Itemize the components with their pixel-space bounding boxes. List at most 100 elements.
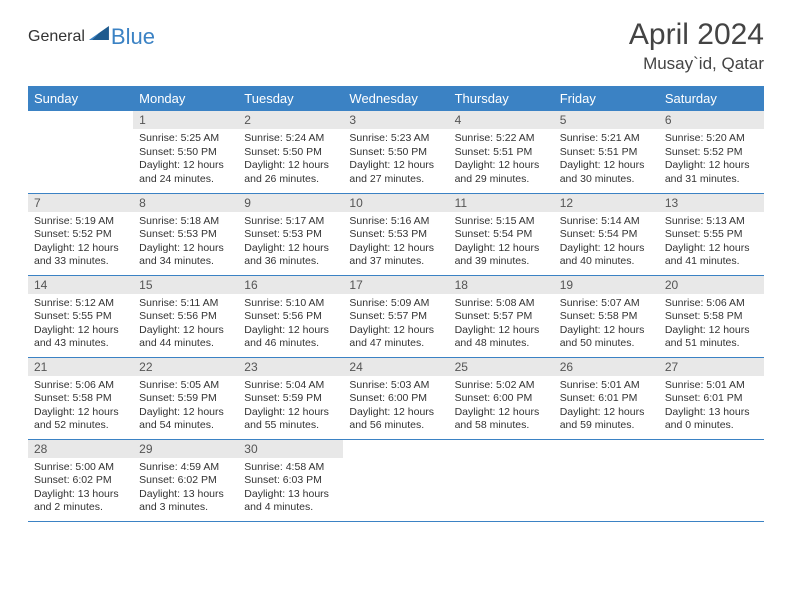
calendar-day-cell: 8Sunrise: 5:18 AMSunset: 5:53 PMDaylight… <box>133 193 238 275</box>
calendar-day-cell: 12Sunrise: 5:14 AMSunset: 5:54 PMDayligh… <box>554 193 659 275</box>
day-number: 8 <box>133 194 238 212</box>
day-data: Sunrise: 5:10 AMSunset: 5:56 PMDaylight:… <box>238 294 343 356</box>
day-data: Sunrise: 5:13 AMSunset: 5:55 PMDaylight:… <box>659 212 764 274</box>
calendar-week-row: 14Sunrise: 5:12 AMSunset: 5:55 PMDayligh… <box>28 275 764 357</box>
calendar-day-cell: 14Sunrise: 5:12 AMSunset: 5:55 PMDayligh… <box>28 275 133 357</box>
day-data: Sunrise: 5:24 AMSunset: 5:50 PMDaylight:… <box>238 129 343 191</box>
calendar-day-cell: 29Sunrise: 4:59 AMSunset: 6:02 PMDayligh… <box>133 439 238 521</box>
calendar-day-cell <box>659 439 764 521</box>
calendar-table: SundayMondayTuesdayWednesdayThursdayFrid… <box>28 86 764 522</box>
day-data: Sunrise: 5:07 AMSunset: 5:58 PMDaylight:… <box>554 294 659 356</box>
calendar-day-cell: 2Sunrise: 5:24 AMSunset: 5:50 PMDaylight… <box>238 111 343 193</box>
day-data: Sunrise: 5:21 AMSunset: 5:51 PMDaylight:… <box>554 129 659 191</box>
day-number: 22 <box>133 358 238 376</box>
day-number: 9 <box>238 194 343 212</box>
day-number: 2 <box>238 111 343 129</box>
day-number: 11 <box>449 194 554 212</box>
calendar-day-cell: 21Sunrise: 5:06 AMSunset: 5:58 PMDayligh… <box>28 357 133 439</box>
logo: General Blue <box>28 24 155 50</box>
calendar-day-cell <box>343 439 448 521</box>
calendar-day-cell <box>449 439 554 521</box>
calendar-day-cell: 1Sunrise: 5:25 AMSunset: 5:50 PMDaylight… <box>133 111 238 193</box>
day-number: 17 <box>343 276 448 294</box>
page-title: April 2024 <box>629 18 764 52</box>
day-number: 30 <box>238 440 343 458</box>
header: General Blue April 2024 Musay`id, Qatar <box>28 18 764 74</box>
calendar-day-cell: 16Sunrise: 5:10 AMSunset: 5:56 PMDayligh… <box>238 275 343 357</box>
calendar-day-cell <box>28 111 133 193</box>
day-data: Sunrise: 5:03 AMSunset: 6:00 PMDaylight:… <box>343 376 448 438</box>
day-data: Sunrise: 5:18 AMSunset: 5:53 PMDaylight:… <box>133 212 238 274</box>
calendar-day-cell: 13Sunrise: 5:13 AMSunset: 5:55 PMDayligh… <box>659 193 764 275</box>
day-number: 21 <box>28 358 133 376</box>
weekday-header: Tuesday <box>238 86 343 111</box>
day-number: 4 <box>449 111 554 129</box>
day-number: 5 <box>554 111 659 129</box>
calendar-day-cell: 26Sunrise: 5:01 AMSunset: 6:01 PMDayligh… <box>554 357 659 439</box>
calendar-day-cell: 18Sunrise: 5:08 AMSunset: 5:57 PMDayligh… <box>449 275 554 357</box>
day-number: 6 <box>659 111 764 129</box>
day-data: Sunrise: 4:58 AMSunset: 6:03 PMDaylight:… <box>238 458 343 520</box>
day-data: Sunrise: 5:14 AMSunset: 5:54 PMDaylight:… <box>554 212 659 274</box>
logo-text-blue: Blue <box>111 24 155 50</box>
day-data: Sunrise: 5:19 AMSunset: 5:52 PMDaylight:… <box>28 212 133 274</box>
day-data: Sunrise: 5:06 AMSunset: 5:58 PMDaylight:… <box>659 294 764 356</box>
day-data: Sunrise: 5:17 AMSunset: 5:53 PMDaylight:… <box>238 212 343 274</box>
calendar-day-cell: 3Sunrise: 5:23 AMSunset: 5:50 PMDaylight… <box>343 111 448 193</box>
calendar-day-cell: 28Sunrise: 5:00 AMSunset: 6:02 PMDayligh… <box>28 439 133 521</box>
day-data: Sunrise: 5:25 AMSunset: 5:50 PMDaylight:… <box>133 129 238 191</box>
weekday-header-row: SundayMondayTuesdayWednesdayThursdayFrid… <box>28 86 764 111</box>
calendar-day-cell: 6Sunrise: 5:20 AMSunset: 5:52 PMDaylight… <box>659 111 764 193</box>
day-data: Sunrise: 5:01 AMSunset: 6:01 PMDaylight:… <box>554 376 659 438</box>
day-number: 24 <box>343 358 448 376</box>
calendar-day-cell: 20Sunrise: 5:06 AMSunset: 5:58 PMDayligh… <box>659 275 764 357</box>
calendar-day-cell: 10Sunrise: 5:16 AMSunset: 5:53 PMDayligh… <box>343 193 448 275</box>
weekday-header: Sunday <box>28 86 133 111</box>
calendar-day-cell <box>554 439 659 521</box>
day-number: 26 <box>554 358 659 376</box>
day-data: Sunrise: 5:08 AMSunset: 5:57 PMDaylight:… <box>449 294 554 356</box>
calendar-week-row: 28Sunrise: 5:00 AMSunset: 6:02 PMDayligh… <box>28 439 764 521</box>
day-number: 15 <box>133 276 238 294</box>
day-data: Sunrise: 5:11 AMSunset: 5:56 PMDaylight:… <box>133 294 238 356</box>
day-data: Sunrise: 5:12 AMSunset: 5:55 PMDaylight:… <box>28 294 133 356</box>
calendar-day-cell: 22Sunrise: 5:05 AMSunset: 5:59 PMDayligh… <box>133 357 238 439</box>
day-number: 10 <box>343 194 448 212</box>
location-label: Musay`id, Qatar <box>629 54 764 74</box>
calendar-day-cell: 9Sunrise: 5:17 AMSunset: 5:53 PMDaylight… <box>238 193 343 275</box>
day-number: 25 <box>449 358 554 376</box>
logo-flag-icon <box>89 26 109 40</box>
day-number: 20 <box>659 276 764 294</box>
calendar-day-cell: 15Sunrise: 5:11 AMSunset: 5:56 PMDayligh… <box>133 275 238 357</box>
day-data: Sunrise: 5:09 AMSunset: 5:57 PMDaylight:… <box>343 294 448 356</box>
calendar-day-cell: 19Sunrise: 5:07 AMSunset: 5:58 PMDayligh… <box>554 275 659 357</box>
calendar-day-cell: 5Sunrise: 5:21 AMSunset: 5:51 PMDaylight… <box>554 111 659 193</box>
day-data: Sunrise: 5:04 AMSunset: 5:59 PMDaylight:… <box>238 376 343 438</box>
calendar-day-cell: 4Sunrise: 5:22 AMSunset: 5:51 PMDaylight… <box>449 111 554 193</box>
day-data: Sunrise: 5:02 AMSunset: 6:00 PMDaylight:… <box>449 376 554 438</box>
day-data: Sunrise: 5:16 AMSunset: 5:53 PMDaylight:… <box>343 212 448 274</box>
day-data: Sunrise: 5:23 AMSunset: 5:50 PMDaylight:… <box>343 129 448 191</box>
weekday-header: Wednesday <box>343 86 448 111</box>
calendar-day-cell: 27Sunrise: 5:01 AMSunset: 6:01 PMDayligh… <box>659 357 764 439</box>
day-data: Sunrise: 5:15 AMSunset: 5:54 PMDaylight:… <box>449 212 554 274</box>
weekday-header: Saturday <box>659 86 764 111</box>
weekday-header: Monday <box>133 86 238 111</box>
day-number: 29 <box>133 440 238 458</box>
calendar-body: 1Sunrise: 5:25 AMSunset: 5:50 PMDaylight… <box>28 111 764 521</box>
day-number: 27 <box>659 358 764 376</box>
day-number: 13 <box>659 194 764 212</box>
day-number: 19 <box>554 276 659 294</box>
calendar-day-cell: 17Sunrise: 5:09 AMSunset: 5:57 PMDayligh… <box>343 275 448 357</box>
day-data: Sunrise: 5:06 AMSunset: 5:58 PMDaylight:… <box>28 376 133 438</box>
day-number: 16 <box>238 276 343 294</box>
day-number: 18 <box>449 276 554 294</box>
calendar-day-cell: 25Sunrise: 5:02 AMSunset: 6:00 PMDayligh… <box>449 357 554 439</box>
calendar-day-cell: 11Sunrise: 5:15 AMSunset: 5:54 PMDayligh… <box>449 193 554 275</box>
day-data: Sunrise: 5:20 AMSunset: 5:52 PMDaylight:… <box>659 129 764 191</box>
logo-text-general: General <box>28 28 85 46</box>
weekday-header: Friday <box>554 86 659 111</box>
day-data: Sunrise: 5:22 AMSunset: 5:51 PMDaylight:… <box>449 129 554 191</box>
day-data: Sunrise: 5:05 AMSunset: 5:59 PMDaylight:… <box>133 376 238 438</box>
day-data: Sunrise: 5:01 AMSunset: 6:01 PMDaylight:… <box>659 376 764 438</box>
